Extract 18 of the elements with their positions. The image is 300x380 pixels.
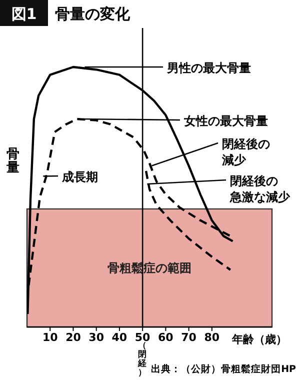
annotation: 閉経後の急激な減少	[229, 174, 291, 204]
x-axis-title: 年齢（歳）	[231, 333, 287, 346]
x-tick-label: 80	[204, 330, 220, 344]
annotation: 女性の最大骨量	[183, 114, 268, 128]
annotation: 男性の最大骨量	[166, 61, 251, 75]
source-note: 出典：（公財）骨粗鬆症財団HP	[151, 363, 296, 375]
chart-title: 図1 骨量の変化	[11, 5, 130, 23]
ref-line-label: （閉経）	[137, 341, 148, 378]
x-tick-label: 30	[88, 330, 104, 344]
x-tick-label: 70	[181, 330, 197, 344]
annotation: 成長期	[61, 170, 98, 184]
x-tick-label: 50	[134, 330, 151, 344]
x-tick-label: 40	[112, 330, 128, 344]
annotation: 閉経後の減少	[221, 137, 270, 167]
x-tick-label: 10	[42, 330, 58, 344]
y-axis-title: 骨量	[6, 147, 20, 176]
x-tick-label: 60	[158, 330, 174, 344]
x-tick-label: 20	[66, 330, 82, 344]
